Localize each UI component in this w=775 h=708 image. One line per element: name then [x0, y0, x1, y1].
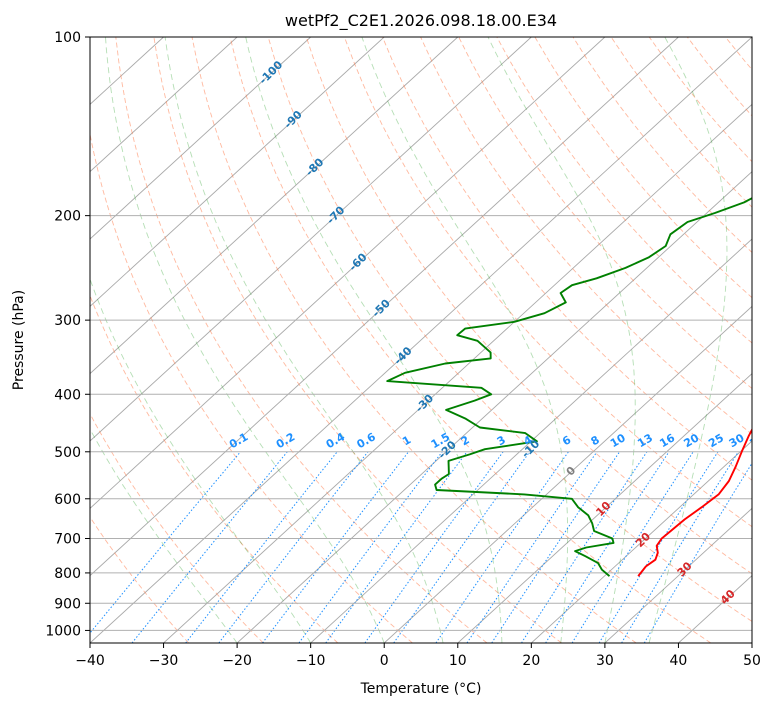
mixing-ratio-line: [131, 451, 288, 643]
profiles: [386, 197, 752, 577]
dry-adiabat-line: [343, 37, 752, 528]
mixing-ratio-line: [545, 451, 670, 643]
dry-adiabat-line: [305, 37, 752, 575]
isotherm-line: [90, 37, 532, 442]
moist-adiabat-line: [164, 37, 444, 643]
mixing-ratio-line: [521, 451, 648, 643]
dry-adiabat-line: [153, 37, 562, 643]
isotherm-line: [604, 507, 752, 643]
dry-adiabat-line: [534, 37, 752, 299]
x-tick-label: 10: [449, 653, 467, 669]
dry-adiabat-line: [90, 131, 413, 643]
x-tick-label: −20: [222, 653, 252, 669]
isotherm-line: [383, 305, 752, 643]
y-tick-label: 500: [54, 445, 81, 461]
x-tick-label: 30: [596, 653, 614, 669]
mixing-ratio-line: [262, 451, 409, 643]
mixing-ratio-line: [325, 451, 468, 643]
x-tick-label: −10: [296, 653, 326, 669]
isotherm-line: [90, 37, 311, 240]
dry-adiabat-line: [496, 37, 752, 344]
moist-adiabat-line: [648, 37, 728, 643]
y-axis: 100 200 300 400 500 600 700 800 900 1000: [45, 30, 90, 639]
moist-adiabat-line: [361, 37, 569, 643]
x-tick-label: −30: [149, 653, 179, 669]
mixing-ratio-line: [393, 451, 531, 643]
mixing-ratio-label: 36: [747, 431, 767, 450]
mixing-ratio-line: [491, 451, 621, 643]
moist-adiabat-line: [90, 277, 312, 643]
moist-adiabat-line: [487, 37, 636, 643]
mixing-ratio-line: [621, 451, 739, 643]
isotherm-line: [90, 37, 459, 375]
mixing-ratio-line: [218, 451, 369, 643]
moist-adiabat-line: [90, 428, 238, 643]
plot-frame: [89, 36, 753, 644]
dry-adiabat-line: [191, 37, 637, 643]
y-tick-label: 700: [54, 532, 81, 548]
x-tick-label: 0: [380, 653, 389, 669]
y-tick-label: 800: [54, 566, 81, 582]
y-tick-label: 400: [54, 387, 81, 403]
mixing-ratio-line: [571, 451, 694, 643]
dry-adiabat-line: [115, 37, 488, 643]
isotherm-line: [90, 37, 606, 509]
mixing-ratio-line: [298, 451, 443, 643]
y-tick-label: 1000: [45, 623, 81, 639]
chart-title: wetPf2_C2E1.2026.098.18.00.E34: [285, 11, 557, 31]
dewpoint-profile-line: [386, 197, 752, 577]
dry-adiabat-line: [90, 412, 264, 643]
y-tick-label: 300: [54, 313, 81, 329]
isotherm-line: [531, 440, 752, 643]
moist-adiabat-line: [105, 37, 385, 643]
dry-adiabat-line: [267, 37, 752, 622]
y-tick-label: 100: [54, 30, 81, 46]
pressure-grid: [90, 37, 752, 631]
temperature-profile-line: [637, 427, 752, 577]
isotherm-line: [163, 103, 752, 643]
x-tick-label: 40: [670, 653, 688, 669]
y-axis-title: Pressure (hPa): [11, 290, 27, 390]
x-tick-label: 50: [743, 653, 761, 669]
isotherm-line: [90, 37, 385, 307]
mixing-ratio-line: [364, 451, 504, 643]
x-axis: −40 −30 −20 −10 0 10 20 30 40 50: [75, 643, 761, 669]
isotherm-line: [90, 37, 752, 643]
mixing-ratio-line: [643, 462, 752, 643]
isotherm-line: [457, 373, 752, 643]
y-tick-label: 200: [54, 209, 81, 225]
isotherm-line: [90, 37, 679, 577]
dry-adiabat-line: [229, 37, 712, 643]
mixing-ratio-line: [466, 451, 598, 643]
y-tick-label: 600: [54, 492, 81, 508]
x-tick-label: 20: [522, 653, 540, 669]
x-axis-title: Temperature (°C): [360, 681, 482, 697]
moist-adiabat-line: [245, 37, 503, 643]
x-tick-label: −40: [75, 653, 105, 669]
isotherm-line: [236, 171, 752, 643]
y-tick-label: 900: [54, 596, 81, 612]
isotherm-line: [90, 37, 238, 173]
